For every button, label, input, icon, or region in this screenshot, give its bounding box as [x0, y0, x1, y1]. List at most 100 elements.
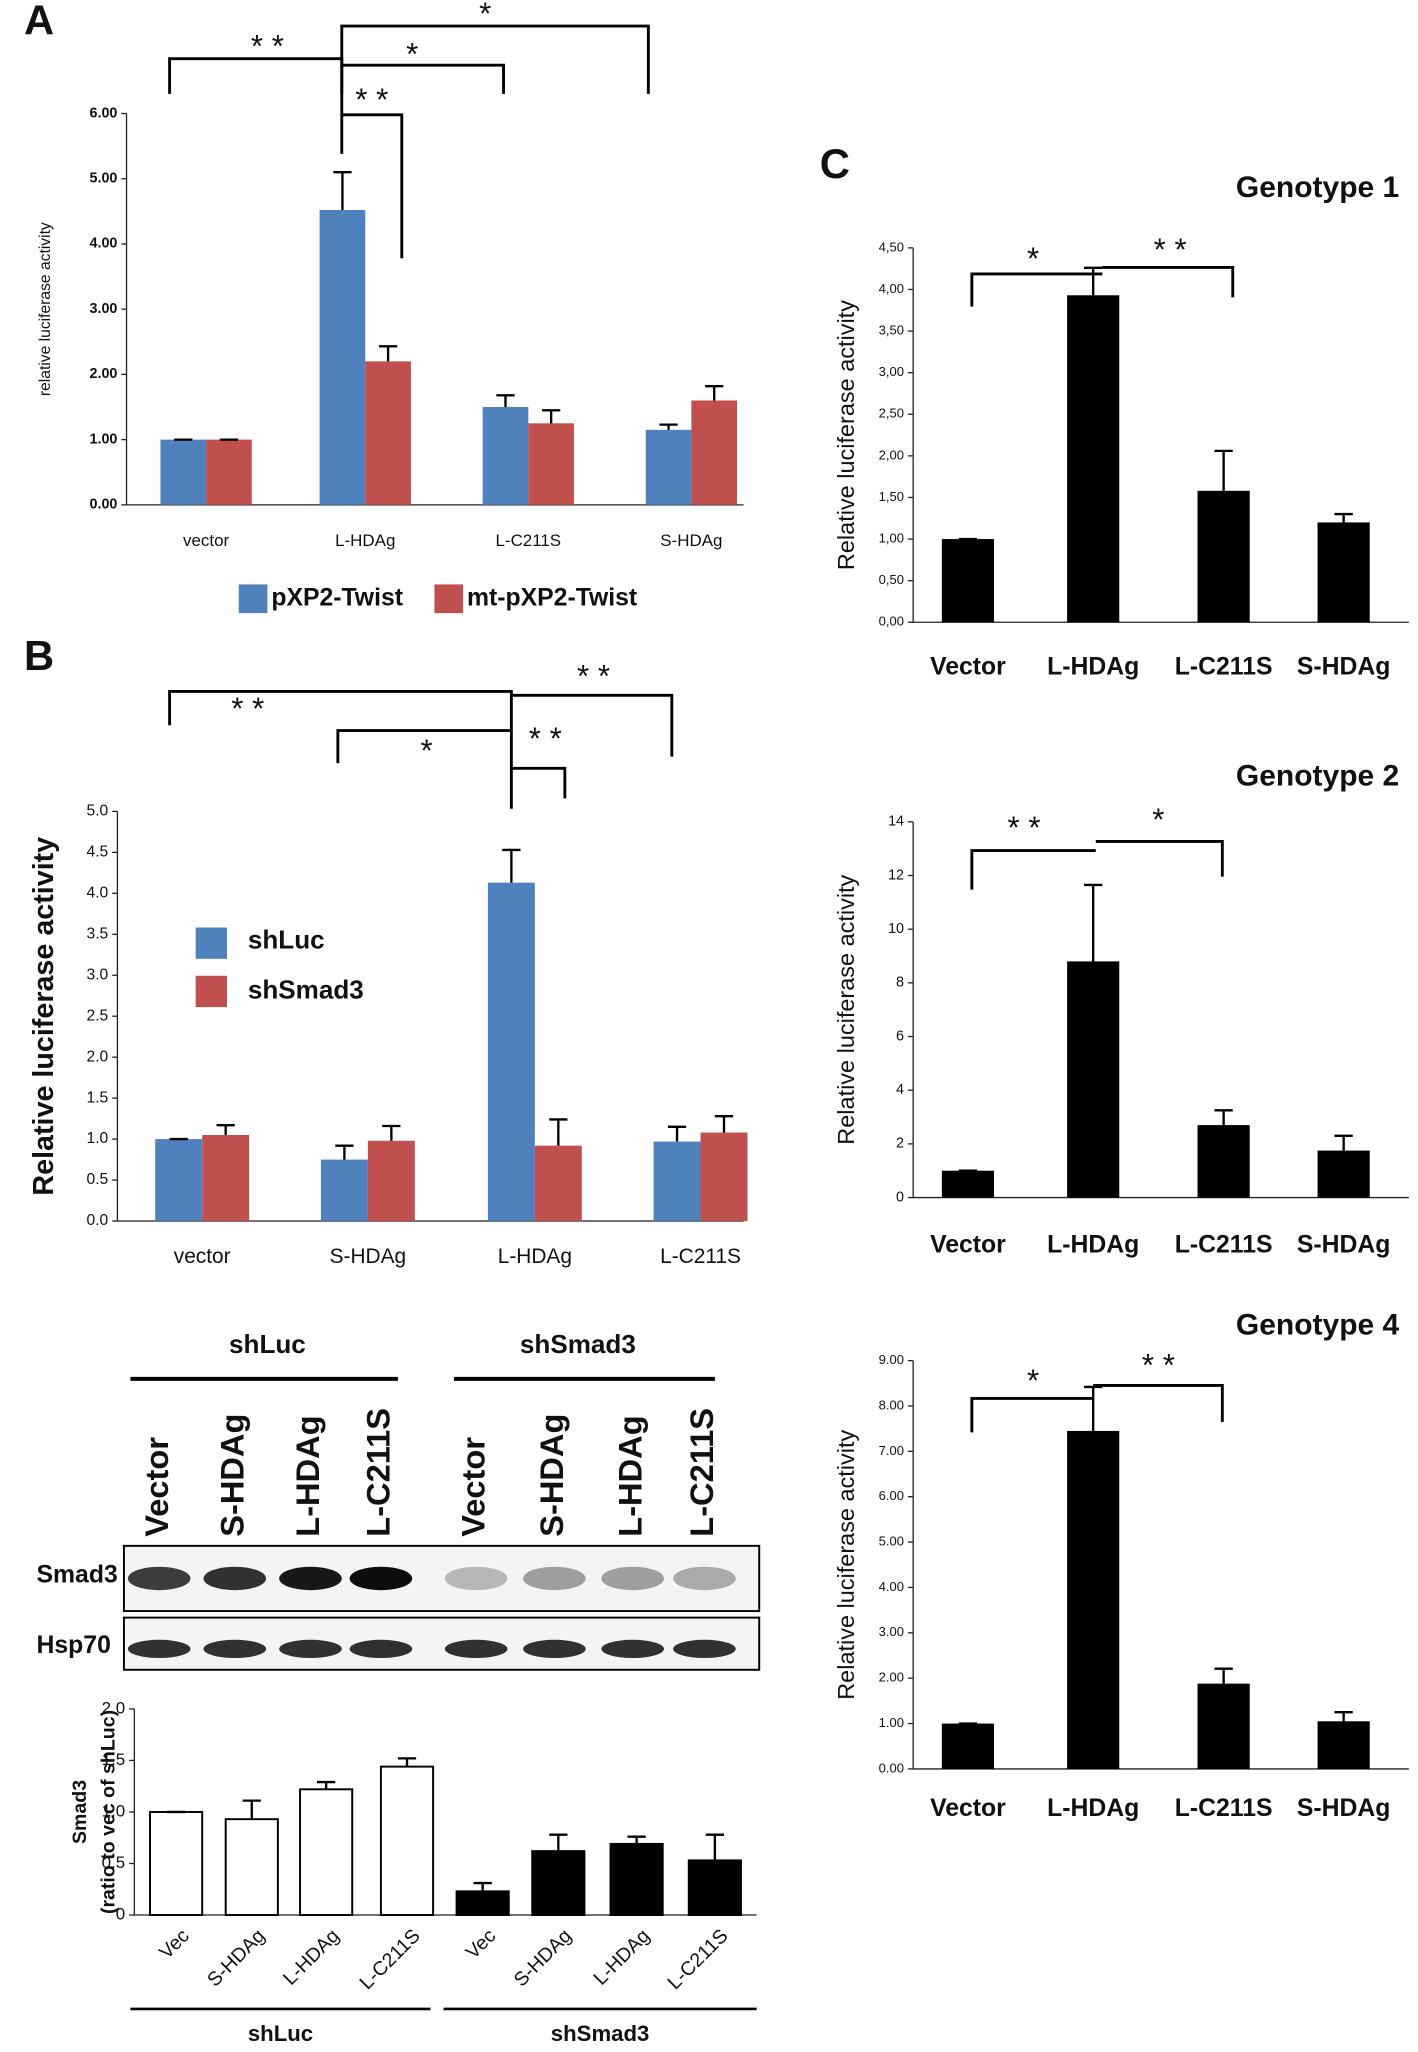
legend-swatch — [434, 584, 464, 614]
significance-bracket — [168, 689, 513, 809]
band — [523, 1566, 586, 1591]
bar — [202, 1135, 250, 1222]
y-tick-label: 9.00 — [879, 1352, 904, 1367]
significance-bracket — [970, 272, 1103, 307]
legend-label: pXP2-Twist — [271, 584, 403, 611]
legend-label: shLuc — [248, 925, 325, 955]
band — [349, 1566, 413, 1591]
bar — [1317, 1721, 1370, 1769]
axis — [912, 1360, 1409, 1770]
bar — [941, 1170, 995, 1198]
y-tick-label: 0.5 — [87, 1171, 109, 1188]
bar — [609, 1842, 664, 1917]
y-tick-label: 0.5 — [102, 1853, 126, 1872]
bar — [365, 361, 411, 505]
bar — [528, 423, 574, 505]
bar — [206, 439, 252, 505]
band — [349, 1639, 413, 1659]
significance-label: * * — [231, 691, 264, 726]
y-tick-label: 1.0 — [102, 1801, 126, 1820]
y-tick-label: 5.00 — [879, 1534, 904, 1549]
x-tick-label: L-C211S — [496, 531, 562, 550]
y-tick-label: 2 — [896, 1136, 904, 1152]
y-tick-label: 3.0 — [87, 966, 109, 983]
y-axis-label: Relative luciferase activity — [833, 300, 859, 570]
y-tick-label: 0,50 — [879, 572, 904, 587]
y-tick-label: 12 — [888, 867, 904, 883]
error-bar — [1084, 1385, 1103, 1431]
band — [279, 1566, 342, 1591]
bar — [534, 1145, 582, 1222]
y-tick-label: 1.5 — [102, 1750, 126, 1769]
error-bar — [333, 171, 352, 211]
x-tick-label: S-HDAg — [1297, 1231, 1391, 1258]
bar — [941, 539, 995, 623]
x-tick-label: L-HDAg — [279, 1925, 344, 1990]
error-bar — [542, 409, 561, 424]
significance-bracket — [336, 729, 512, 764]
lane-label: L-C211S — [683, 1408, 720, 1537]
significance-bracket — [511, 766, 567, 799]
bar — [320, 1159, 368, 1222]
y-tick-label: 2,00 — [879, 447, 904, 462]
error-bar — [496, 394, 515, 408]
bar — [455, 1890, 510, 1917]
y-tick-label: 0.00 — [879, 1760, 904, 1775]
bar — [1067, 961, 1120, 1198]
significance-label: * — [420, 733, 432, 768]
legend-label: shSmad3 — [248, 974, 364, 1004]
bar — [1317, 522, 1370, 623]
y-tick-label: 1,00 — [879, 530, 904, 545]
error-bar — [316, 1780, 336, 1790]
bar — [319, 210, 366, 505]
panel-label: B — [24, 632, 54, 679]
y-tick-label: 3.5 — [87, 925, 109, 942]
error-bar — [242, 1799, 261, 1820]
bar — [645, 429, 692, 505]
y-tick-label: 1.00 — [90, 431, 118, 447]
x-tick-label: S-HDAg — [1297, 653, 1391, 680]
band — [601, 1639, 664, 1659]
error-bar — [1334, 1134, 1353, 1151]
bar — [149, 1810, 204, 1917]
lane-label: Vector — [455, 1437, 492, 1537]
band — [203, 1639, 267, 1659]
error-bar — [216, 1123, 235, 1136]
significance-label: * * — [251, 29, 284, 64]
x-tick-label: L-HDAg — [335, 531, 395, 550]
y-tick-label: 1.0 — [87, 1130, 109, 1147]
x-tick-label: L-HDAg — [1047, 1231, 1139, 1258]
y-axis-label: Smad3 — [69, 1780, 91, 1844]
band — [601, 1566, 664, 1591]
bar — [1067, 1430, 1120, 1769]
x-tick-label: S-HDAg — [510, 1925, 576, 1991]
x-tick-label: Vector — [930, 1231, 1006, 1258]
y-tick-label: 6.00 — [90, 105, 118, 121]
error-bar — [378, 345, 398, 362]
bar — [941, 1723, 995, 1769]
error-bar — [1334, 1711, 1353, 1722]
significance-bracket — [341, 63, 505, 94]
significance-bracket — [340, 24, 650, 154]
y-tick-label: 10 — [888, 921, 904, 937]
error-bar — [705, 384, 724, 401]
error-bar — [549, 1118, 568, 1146]
significance-bracket — [970, 849, 1096, 890]
y-tick-label: 14 — [888, 814, 904, 830]
significance-label: * — [1027, 1363, 1039, 1398]
significance-bracket — [1095, 839, 1224, 877]
error-bar — [627, 1835, 646, 1844]
x-tick-label: Vec — [462, 1925, 501, 1964]
x-tick-label: S-HDAg — [203, 1925, 269, 1991]
y-tick-label: 8.00 — [879, 1397, 904, 1412]
y-tick-label: 4.5 — [87, 844, 109, 861]
significance-label: * * — [1008, 810, 1041, 845]
bar — [379, 1765, 435, 1917]
bar — [482, 407, 529, 505]
group-label: shSmad3 — [520, 1329, 636, 1359]
x-tick-label: Vector — [930, 653, 1006, 680]
y-tick-label: 3,50 — [879, 322, 904, 337]
y-tick-label: 4 — [896, 1082, 904, 1098]
